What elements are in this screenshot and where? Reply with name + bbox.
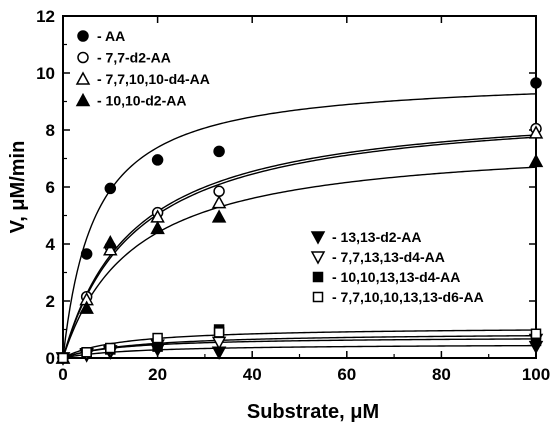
y-tick-label: 10 <box>36 64 55 83</box>
data-point-series-2 <box>103 242 118 256</box>
data-point-series-7 <box>530 328 542 340</box>
fit-curves <box>62 93 537 359</box>
data-point-series-0 <box>151 154 164 166</box>
plot-border <box>62 15 537 359</box>
fit-curve-series-7 <box>62 329 537 359</box>
data-point-series-0 <box>80 248 93 260</box>
y-tick-label: 8 <box>46 121 55 140</box>
data-point-series-7 <box>105 342 116 354</box>
data-point-series-2 <box>211 195 227 209</box>
data-point-series-0 <box>213 145 225 158</box>
data-point-series-7 <box>81 347 92 358</box>
data-point-series-2 <box>528 125 544 139</box>
legend-marker-series-7 <box>312 291 324 303</box>
legend-label-series-6: - 10,10,13,13-d4-AA <box>332 269 460 285</box>
legend-label-series-5: - 7,7,13,13-d4-AA <box>332 249 445 265</box>
fit-curve-series-5 <box>62 338 537 359</box>
data-point-series-6 <box>152 341 163 352</box>
x-tick-label: 0 <box>58 365 67 384</box>
data-point-series-0 <box>104 182 117 195</box>
y-tick-label: 12 <box>36 7 55 26</box>
y-tick-label: 0 <box>46 349 55 368</box>
x-tick-label: 80 <box>432 365 451 384</box>
x-tick-label: 60 <box>337 365 356 384</box>
legend-marker-series-4 <box>310 231 326 245</box>
y-axis-title: V, μM/min <box>7 141 29 234</box>
legend-label-series-7: - 7,7,10,10,13,13-d6-AA <box>332 289 484 305</box>
legend: - AA - 7,7-d2-AA - 7,7,10,10-d4-AA - 10,10-… <box>75 28 484 305</box>
x-tick-label: 40 <box>243 365 262 384</box>
data-point-series-3 <box>211 209 227 223</box>
data-point-series-3 <box>79 300 94 314</box>
fit-curve-series-4 <box>62 344 537 359</box>
data-point-series-7 <box>57 352 69 364</box>
fit-curve-series-6 <box>62 335 537 359</box>
fit-curve-series-1 <box>62 134 537 359</box>
y-tick-label: 6 <box>46 178 55 197</box>
legend-label-series-1: - 7,7-d2-AA <box>97 50 171 66</box>
y-tick-label: 4 <box>46 235 56 254</box>
data-points <box>55 77 544 366</box>
plot-frame <box>62 15 537 359</box>
legend-marker-series-1 <box>77 51 89 64</box>
data-point-series-0 <box>530 77 542 89</box>
data-point-series-3 <box>103 235 118 249</box>
x-tick-label: 20 <box>148 365 167 384</box>
legend-marker-series-5 <box>310 251 326 265</box>
legend-marker-series-3 <box>75 92 91 107</box>
axis-ticks: 0 20 40 60 80 100 0 2 4 6 8 10 12 <box>36 7 550 384</box>
legend-label-series-0: - AA <box>97 28 125 44</box>
fit-curve-series-2 <box>62 136 537 359</box>
x-tick-label: 100 <box>522 365 550 384</box>
legend-label-series-2: - 7,7,10,10-d4-AA <box>97 71 210 87</box>
fit-curve-series-3 <box>62 166 537 359</box>
data-point-series-1 <box>213 185 225 198</box>
x-axis-title: Substrate, μM <box>247 401 379 423</box>
fit-curve-series-0 <box>62 93 537 359</box>
data-point-series-7 <box>213 327 225 338</box>
data-point-series-3 <box>150 220 165 235</box>
legend-label-series-3: - 10,10-d2-AA <box>97 93 186 109</box>
legend-marker-series-6 <box>312 271 324 283</box>
legend-marker-series-2 <box>75 71 91 85</box>
data-point-series-3 <box>528 153 544 168</box>
data-point-series-7 <box>152 332 163 344</box>
legend-marker-series-0 <box>77 30 89 42</box>
legend-label-series-4: - 13,13-d2-AA <box>332 229 421 245</box>
y-tick-label: 2 <box>46 292 55 311</box>
